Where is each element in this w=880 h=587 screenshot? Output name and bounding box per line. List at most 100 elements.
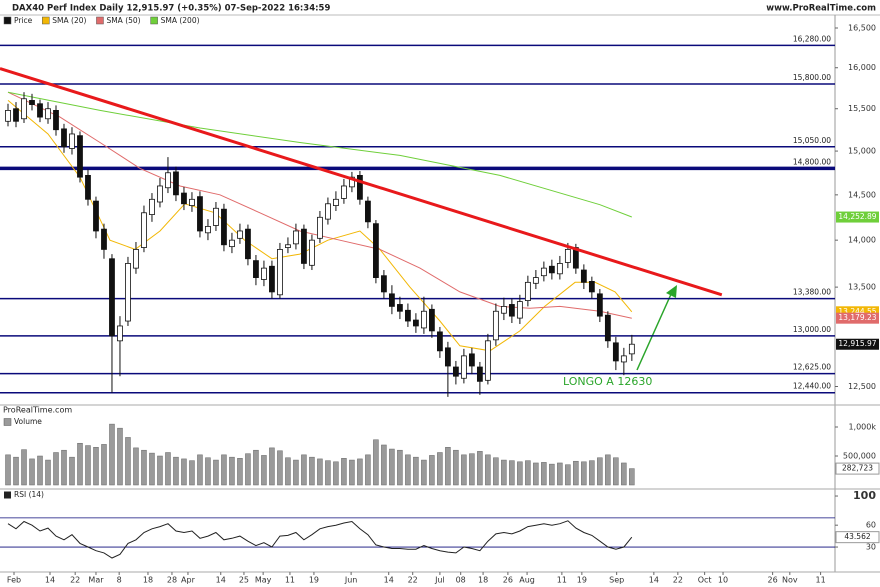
volume-bar [445, 447, 451, 486]
candle-body [628, 343, 635, 355]
volume-bar [461, 454, 467, 486]
volume-bar [629, 468, 635, 486]
volume-bar [509, 460, 515, 486]
volume-bar [37, 455, 43, 486]
level-label: 12,440.00 [793, 382, 831, 391]
candle-body [293, 230, 299, 245]
volume-bar [413, 456, 419, 486]
legend-label: Price [14, 16, 33, 25]
volume-bar [29, 458, 35, 486]
value-box [835, 462, 880, 475]
legend-swatch [96, 16, 104, 25]
watermark: ProRealTime.com [3, 406, 72, 415]
volume-bar [469, 453, 475, 486]
value-box-label: 14,252.89 [838, 212, 876, 221]
candle-body [341, 185, 347, 199]
candle-body [253, 260, 259, 278]
candle-body [365, 200, 371, 223]
volume-bar [133, 447, 139, 486]
candle-body [548, 265, 555, 274]
volume-bar [525, 460, 531, 486]
volume-bar [101, 444, 107, 486]
x-tick-label: 08 [456, 576, 466, 585]
x-tick-label: 26 [768, 576, 778, 585]
candle-body [556, 263, 563, 275]
value-box-label: 13,179.23 [838, 313, 876, 322]
candle-body [21, 98, 27, 120]
candle-body [564, 249, 571, 263]
legend-swatch [3, 418, 12, 426]
x-tick-label: 14 [216, 576, 226, 585]
sma-line [7, 91, 632, 319]
candle-body [325, 203, 331, 220]
x-tick-label: 19 [577, 576, 587, 585]
x-tick-label: 28 [167, 576, 177, 585]
y-tick-label: 15,000 [848, 147, 876, 156]
value-box-label: 282,723 [842, 464, 873, 473]
candle-body [428, 308, 435, 332]
level-label: 15,050.00 [793, 136, 831, 145]
candle-body [181, 192, 187, 205]
volume-bar [437, 452, 443, 486]
x-tick-label: 25 [239, 576, 249, 585]
volume-bar [573, 460, 579, 486]
volume-bar [213, 459, 219, 486]
value-box-label: 12,915.97 [838, 339, 876, 348]
level-label: 15,800.00 [793, 73, 831, 82]
volume-bar [237, 458, 243, 486]
volume-bar [501, 459, 507, 486]
trend-line [0, 67, 723, 297]
volume-bar [485, 454, 491, 486]
y-tick-label: 16,500 [848, 24, 876, 33]
candle-body [165, 172, 171, 189]
y-tick-label: 15,500 [848, 104, 876, 113]
candle-body [285, 244, 291, 248]
candle-body [373, 223, 379, 278]
volume-bar [421, 459, 427, 486]
candle-body [245, 228, 251, 260]
value-box-label: 43.562 [844, 532, 870, 541]
y-tick-label: 30 [866, 543, 876, 552]
volume-bar [605, 454, 611, 486]
volume-bar [565, 464, 571, 486]
level-label: 16,280.00 [793, 34, 831, 43]
x-tick-label: 11 [557, 576, 567, 585]
volume-bar [5, 454, 11, 486]
candle-body [381, 275, 387, 293]
candle-body [532, 277, 539, 284]
volume-bar [493, 457, 499, 486]
candle-body [476, 366, 483, 382]
volume-bar [309, 456, 315, 486]
candle-body [357, 175, 363, 200]
level-label: 14,800.00 [793, 157, 831, 166]
y-tick-label: 60 [866, 521, 876, 530]
level-label: 13,380.00 [793, 288, 831, 297]
volume-bar [325, 460, 331, 486]
value-box [836, 312, 879, 324]
volume-bar [301, 454, 307, 486]
candle-body [133, 249, 139, 269]
volume-bar [45, 459, 51, 486]
volume-bar [533, 462, 539, 486]
value-box [836, 211, 879, 223]
candle-body [125, 263, 131, 322]
candle-body [109, 258, 115, 337]
x-tick-label: Sep [609, 576, 624, 585]
y-tick-label: 16,000 [848, 63, 876, 72]
volume-bar [205, 457, 211, 486]
annotation-arrowhead [666, 285, 677, 298]
candle-body [508, 304, 515, 317]
legend-label: SMA (200) [161, 16, 200, 25]
candle-body [420, 310, 427, 329]
volume-bar [373, 439, 379, 486]
y-tick-label: 500,000 [843, 451, 876, 460]
candle-body [389, 293, 395, 307]
candle-body [452, 366, 459, 377]
volume-bar [253, 449, 259, 486]
volume-bar [61, 449, 67, 486]
volume-bar [269, 447, 275, 486]
candle-body [229, 239, 235, 248]
candle-body [309, 239, 315, 266]
volume-bar [21, 449, 27, 486]
y-tick-label: 12,500 [848, 382, 876, 391]
